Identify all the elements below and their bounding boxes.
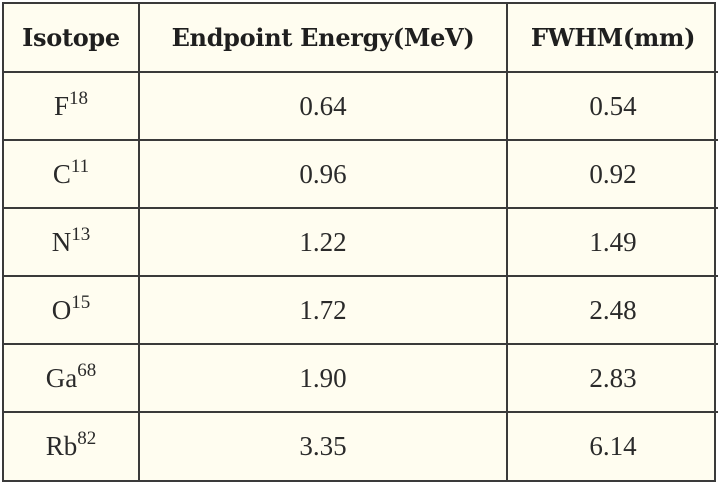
isotope-symbol: N (51, 226, 72, 257)
fwhm-cell: 2.83 (506, 343, 718, 413)
isotope-cell: F18 (4, 71, 140, 141)
table-row: N13 1.22 1.49 (4, 207, 718, 277)
isotope-symbol: F (53, 90, 70, 121)
isotope-cell: N13 (4, 207, 140, 277)
fwhm-cell: 2.48 (506, 275, 718, 345)
energy-cell: 1.90 (138, 343, 508, 413)
isotope-mass: 68 (77, 359, 97, 381)
isotope-symbol: Ga (45, 362, 78, 393)
table-row: C11 0.96 0.92 (4, 139, 718, 209)
energy-cell: 1.22 (138, 207, 508, 277)
fwhm-cell: 0.54 (506, 71, 718, 141)
isotope-symbol: C (52, 158, 71, 189)
energy-cell: 1.72 (138, 275, 508, 345)
energy-cell: 0.64 (138, 71, 508, 141)
energy-cell: 0.96 (138, 139, 508, 209)
header-fwhm: FWHM(mm) (506, 4, 718, 73)
isotope-mass: 15 (71, 291, 91, 313)
table-row: F18 0.64 0.54 (4, 71, 718, 141)
isotope-table: Isotope Endpoint Energy(MeV) FWHM(mm) F1… (4, 4, 718, 480)
isotope-cell: O15 (4, 275, 140, 345)
isotope-cell: C11 (4, 139, 140, 209)
header-row: Isotope Endpoint Energy(MeV) FWHM(mm) (4, 4, 718, 73)
isotope-symbol: Rb (45, 431, 78, 461)
table-row: O15 1.72 2.48 (4, 275, 718, 345)
energy-cell: 3.35 (138, 411, 508, 480)
isotope-mass: 11 (70, 155, 90, 177)
isotope-cell: Rb82 (4, 411, 140, 480)
fwhm-cell: 6.14 (506, 411, 718, 480)
isotope-symbol: O (51, 294, 72, 325)
isotope-mass: 82 (77, 428, 97, 449)
header-endpoint-energy: Endpoint Energy(MeV) (138, 4, 508, 73)
fwhm-cell: 0.92 (506, 139, 718, 209)
isotope-cell: Ga68 (4, 343, 140, 413)
fwhm-cell: 1.49 (506, 207, 718, 277)
isotope-mass: 13 (71, 223, 91, 245)
table-row: Rb82 3.35 6.14 (4, 411, 718, 480)
table-row: Ga68 1.90 2.83 (4, 343, 718, 413)
isotope-mass: 18 (69, 87, 89, 109)
header-isotope: Isotope (4, 4, 140, 73)
